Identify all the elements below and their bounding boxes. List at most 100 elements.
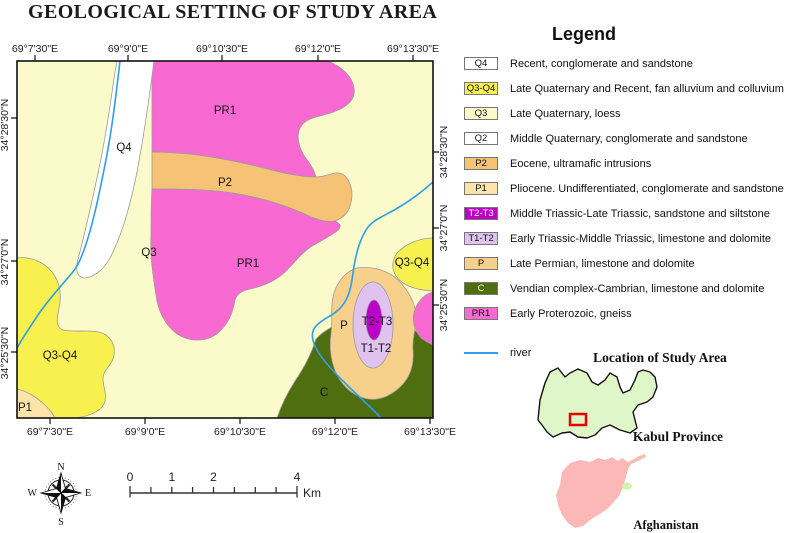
map-unit-label-t2t3: T2-T3 (362, 316, 393, 328)
legend-code: T2-T3 (468, 208, 494, 219)
lat-label-right: 34°25'30"N (438, 279, 450, 332)
map-border (16, 60, 434, 419)
legend-code: C (477, 283, 485, 294)
lon-label-top: 69°7'30"E (12, 43, 58, 55)
inset-title: Location of Study Area (593, 350, 727, 365)
lat-label-left: 34°27'0"N (0, 239, 11, 286)
inset-afghanistan-shape (556, 454, 646, 528)
compass-s-label: S (58, 517, 64, 528)
map-unit-label-q3: Q3 (141, 247, 156, 259)
legend-desc: Pliocene. Undifferentiated, conglomerate… (510, 182, 784, 195)
legend-item-q2: Q2 Middle Quaternary, conglomerate and s… (464, 126, 803, 151)
legend-item-p1: P1 Pliocene. Undifferentiated, conglomer… (464, 176, 803, 201)
region-pr1-central (150, 188, 341, 341)
legend-desc: Middle Quaternary, conglomerate and sand… (510, 132, 748, 145)
legend-desc: Early Proterozoic, gneiss (510, 307, 632, 320)
lon-label-bottom: 69°7'30"E (27, 426, 73, 438)
lat-label-right: 34°27'0"N (438, 205, 450, 252)
lon-label-top: 69°10'30"E (196, 43, 248, 55)
map-unit-label-c: C (320, 387, 328, 399)
legend-desc: Recent, conglomerate and sandstone (510, 57, 693, 70)
legend-code: Q4 (474, 58, 488, 69)
map-unit-label-q3q4-sw: Q3-Q4 (43, 350, 78, 362)
region-pr1-east-sliver (413, 291, 434, 346)
legend-item-q3: Q3 Late Quaternary, loess (464, 101, 803, 126)
legend-item-t2t3: T2-T3 Middle Triassic-Late Triassic, san… (464, 201, 803, 226)
legend-desc: Late Quaternary and Recent, fan alluvium… (510, 82, 784, 95)
study-area-marker (568, 412, 588, 427)
legend-item-c: C Vendian complex-Cambrian, limestone an… (464, 276, 803, 301)
legend-desc: Late Permian, limestone and dolomite (510, 257, 695, 270)
map-unit-label-q3q4-e: Q3-Q4 (395, 257, 430, 269)
legend-desc: Eocene, ultramafic intrusions (510, 157, 652, 170)
legend-code: PR1 (471, 308, 491, 319)
legend-code: P1 (475, 183, 487, 194)
compass-e-label: E (85, 488, 91, 499)
legend-swatch-p2: P2 (464, 157, 498, 170)
region-q3q4-east (392, 237, 434, 292)
legend-desc: Late Quaternary, loess (510, 107, 621, 120)
legend-code: Q3 (474, 108, 488, 119)
legend-code: P2 (475, 158, 487, 169)
legend-swatch-q2: Q2 (464, 132, 498, 145)
map-unit-label-t1t2: T1-T2 (361, 343, 392, 355)
legend-code: P (477, 258, 485, 269)
legend-title: Legend (551, 24, 616, 44)
lon-label-top: 69°12'0"E (295, 43, 341, 55)
scale-tick-1: 1 (168, 470, 175, 484)
legend-swatch-p: P (464, 257, 498, 270)
river-line-symbol (464, 351, 498, 354)
legend-swatch-q3q4: Q3-Q4 (464, 82, 498, 95)
scale-tick-2: 2 (210, 470, 217, 484)
river-east (311, 181, 434, 419)
legend-desc: Early Triassic-Middle Triassic, limeston… (510, 232, 772, 245)
lon-label-top: 69°13'30"E (387, 43, 439, 55)
legend-item-q4: Q4 Recent, conglomerate and sandstone (464, 51, 803, 76)
region-t2t3 (365, 299, 383, 341)
legend-swatch-pr1: PR1 (464, 307, 498, 320)
legend-swatch-t1t2: T1-T2 (464, 232, 498, 245)
region-q3q4-southwest (16, 257, 115, 419)
legend-swatch-t2t3: T2-T3 (464, 207, 498, 220)
legend-swatch-q4: Q4 (464, 57, 498, 70)
lon-label-bottom: 69°13'30"E (404, 426, 456, 438)
location-inset: Location of Study Area Kabul Province Af… (537, 350, 727, 532)
map-unit-label-p1: P1 (18, 402, 32, 414)
legend-item-river: river (464, 340, 803, 365)
lat-label-left: 34°28'30"N (0, 99, 11, 152)
lat-label-right: 34°28'30"N (438, 126, 450, 179)
compass-w-label: W (28, 488, 38, 499)
legend-desc: Vendian complex-Cambrian, limestone and … (510, 282, 765, 295)
lon-label-bottom: 69°12'0"E (312, 426, 358, 438)
map-panel: 69°7'30"E 69°9'0"E 69°10'30"E 69°12'0"E … (0, 43, 456, 528)
legend-item-p2: P2 Eocene, ultramafic intrusions (464, 151, 803, 176)
map-unit-label-p: P (340, 320, 348, 332)
map-unit-label-p2: P2 (218, 177, 232, 189)
lat-label-left: 34°25'30"N (0, 327, 11, 380)
inset-province-label: Kabul Province (633, 429, 723, 444)
legend-code: Q2 (474, 133, 488, 144)
legend-item-q3q4: Q3-Q4 Late Quaternary and Recent, fan al… (464, 76, 803, 101)
legend-swatch-p1: P1 (464, 182, 498, 195)
inset-kabul-province-shape (537, 367, 658, 439)
compass-rose-icon: N E S W (28, 462, 92, 528)
compass-n-label: N (57, 462, 64, 473)
graticule-ticks (11, 55, 439, 424)
legend-swatch-q3: Q3 (464, 107, 498, 120)
scale-tick-0: 0 (127, 470, 134, 484)
legend-desc: Middle Triassic-Late Triassic, sandstone… (510, 207, 770, 220)
river-west (16, 60, 121, 349)
legend-code: Q3-Q4 (466, 83, 496, 94)
scale-bar: 0 1 2 4 Km (127, 470, 321, 500)
page-title: GEOLOGICAL SETTING OF STUDY AREA (28, 1, 438, 23)
lon-label-bottom: 69°10'30"E (214, 426, 266, 438)
scale-tick-4: 4 (294, 470, 301, 484)
lon-label-top: 69°9'0"E (108, 43, 148, 55)
legend-code: T1-T2 (468, 233, 494, 244)
legend-desc: river (510, 346, 532, 359)
legend-item-pr1: PR1 Early Proterozoic, gneiss (464, 301, 803, 326)
lon-label-bottom: 69°9'0"E (125, 426, 165, 438)
map-unit-label-pr1-north: PR1 (214, 105, 236, 117)
legend: Legend Q4 Recent, conglomerate and sands… (464, 24, 803, 365)
